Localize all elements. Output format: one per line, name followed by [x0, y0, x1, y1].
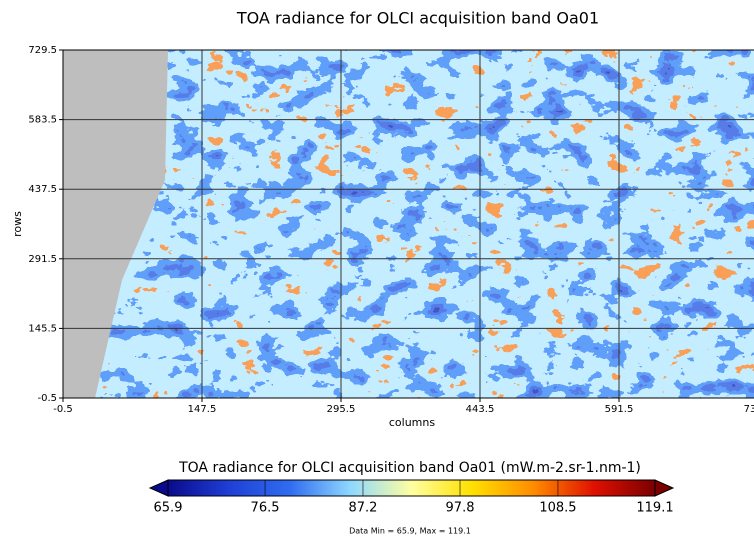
colorbar [168, 480, 655, 496]
colorbar-over [655, 480, 673, 496]
colorbar-tick-label: 119.1 [636, 501, 673, 516]
y-axis-label: rows [11, 211, 24, 237]
y-tick-label: 437.5 [28, 184, 57, 195]
x-tick-label: 147.5 [188, 404, 217, 415]
chart: TOA radiance for OLCI acquisition band O… [0, 0, 754, 538]
plot-area [63, 50, 754, 398]
x-axis-label: columns [389, 416, 435, 429]
y-tick-label: 145.5 [28, 323, 57, 334]
y-tick-label: 729.5 [28, 45, 57, 56]
colorbar-tick-label: 108.5 [539, 501, 576, 516]
y-tick-label: 583.5 [28, 115, 57, 126]
colorbar-tick-label: 76.5 [251, 501, 280, 516]
colorbar-tick-label: 65.9 [154, 501, 183, 516]
colorbar-title: TOA radiance for OLCI acquisition band O… [178, 460, 641, 476]
colorbar-tick-label: 97.8 [446, 501, 475, 516]
colorbar-under [150, 480, 168, 496]
y-tick-label: 291.5 [28, 254, 57, 265]
x-tick-label: 591.5 [605, 404, 634, 415]
x-tick-label: 443.5 [466, 404, 495, 415]
footnote: Data Min = 65.9, Max = 119.1 [349, 527, 471, 536]
chart-title: TOA radiance for OLCI acquisition band O… [236, 9, 599, 28]
colorbar-tick-label: 87.2 [349, 501, 378, 516]
y-tick-label: -0.5 [37, 393, 57, 404]
x-tick-label: -0.5 [53, 404, 73, 415]
x-tick-label: 739.5 [744, 404, 754, 415]
x-tick-label: 295.5 [327, 404, 356, 415]
